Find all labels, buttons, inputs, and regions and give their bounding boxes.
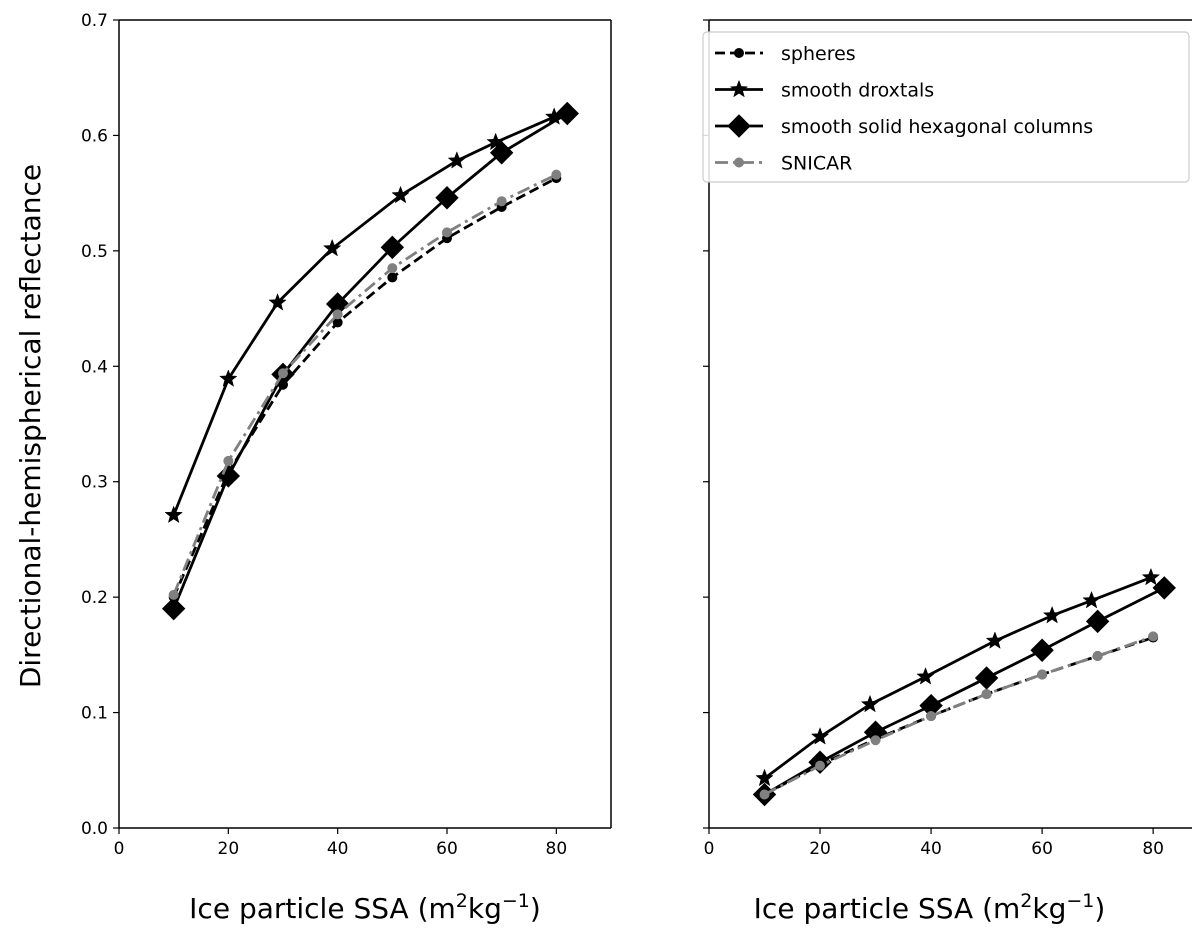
series-line [172, 176, 557, 598]
data-point [555, 101, 579, 126]
legend-frame [702, 31, 1190, 183]
data-point [981, 689, 992, 700]
series-snicar [759, 631, 1159, 800]
data-point [815, 760, 826, 771]
series-snicar [168, 169, 562, 600]
series-line [172, 115, 555, 516]
data-point [216, 464, 241, 488]
legend-label: smooth solid hexagonal columns [781, 116, 1093, 138]
series-line [763, 576, 1152, 780]
data-point [496, 196, 507, 207]
data-point [489, 141, 514, 165]
legend-label: SNICAR [781, 153, 852, 175]
series-line [763, 586, 1165, 796]
data-point [219, 369, 238, 387]
data-point [164, 505, 183, 524]
y-tick-label: 0.3 [81, 473, 108, 493]
y-tick-label: 0.1 [81, 704, 108, 724]
legend-item: smooth solid hexagonal columns [715, 114, 1093, 138]
data-point [332, 309, 343, 320]
data-point [278, 368, 288, 379]
legend: spheres smooth droxtals smooth solid hexag… [702, 31, 1190, 183]
y-tick-label: 0.2 [81, 588, 108, 608]
y-axis-label: Directional-hemispherical reflectance [14, 164, 47, 688]
data-point [161, 596, 186, 621]
series-line [763, 635, 1154, 796]
data-point [860, 694, 880, 713]
data-point [551, 169, 562, 180]
series-spheres [168, 173, 562, 603]
data-point [435, 186, 459, 210]
panel-right: 0 20 40 60 80 Ice particle SSA (m2kg−1) sphere… [702, 19, 1192, 925]
data-point [985, 631, 1005, 649]
legend-marker [727, 114, 751, 138]
data-point [1092, 651, 1103, 662]
x-tick-label: 40 [920, 839, 942, 859]
data-point [870, 735, 881, 746]
data-point [1082, 590, 1101, 609]
data-point [1141, 567, 1161, 586]
series-line [172, 173, 557, 596]
data-point [1085, 609, 1110, 634]
y-tick-label: 0.5 [81, 242, 108, 262]
data-point [268, 293, 287, 311]
x-tick-label: 20 [809, 839, 831, 859]
legend-item: smooth droxtals [715, 80, 934, 102]
x-axis-label: Ice particle SSA (m2kg−1) [189, 890, 541, 925]
data-point [322, 238, 342, 257]
legend-marker [729, 79, 749, 98]
x-tick-label: 80 [1142, 839, 1164, 859]
data-point [387, 272, 398, 283]
data-point [380, 235, 405, 260]
legend-marker [734, 157, 744, 168]
x-tick-label: 60 [1031, 839, 1053, 859]
data-point [1042, 605, 1062, 624]
data-point [447, 151, 467, 169]
series-smooth-droxtals [755, 567, 1161, 787]
data-point [442, 227, 452, 238]
x-axis-label: Ice particle SSA (m2kg−1) [754, 890, 1106, 925]
legend-item: spheres [715, 43, 856, 65]
data-point [486, 132, 505, 151]
series-line [172, 112, 568, 610]
legend-marker [734, 48, 744, 58]
series-smooth-solid-hexagonal-columns [161, 101, 579, 621]
data-point [810, 727, 830, 745]
data-point [1152, 576, 1176, 600]
data-point [1037, 669, 1048, 680]
data-point [387, 263, 398, 274]
data-point [391, 185, 410, 204]
legend-label: smooth droxtals [781, 80, 934, 102]
y-tick-label: 0.6 [81, 126, 108, 146]
x-tick-label: 20 [218, 839, 240, 859]
data-point [759, 789, 770, 800]
x-tick-label: 0 [114, 839, 125, 859]
y-tick-label: 0.7 [81, 11, 108, 31]
legend-label: spheres [781, 43, 856, 65]
y-tick-label: 0.0 [81, 819, 108, 839]
data-point [974, 666, 999, 690]
data-point [1030, 638, 1054, 662]
data-point [916, 667, 935, 685]
x-tick-label: 40 [327, 839, 349, 859]
series-smooth-solid-hexagonal-columns [752, 576, 1176, 807]
legend-item: SNICAR [715, 153, 852, 175]
x-tick-label: 60 [436, 839, 458, 859]
data-point [1148, 631, 1159, 642]
data-point [168, 589, 179, 600]
data-point [926, 711, 937, 722]
data-point [223, 455, 234, 466]
series-smooth-droxtals [164, 107, 564, 524]
x-tick-label: 80 [546, 839, 568, 859]
y-tick-label: 0.4 [81, 357, 108, 377]
data-point [755, 768, 774, 787]
panel-left: 0 20 40 60 80 0.0 0.1 0.2 0.3 0.4 0.5 0.6 0.7 Ice par… [14, 11, 612, 925]
x-tick-label: 0 [704, 839, 715, 859]
